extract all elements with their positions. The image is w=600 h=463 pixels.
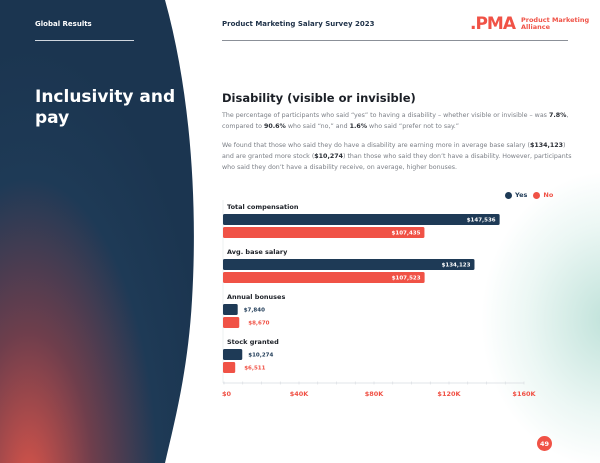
logo-line-1: Product Marketing xyxy=(521,16,590,24)
document-title: Product Marketing Salary Survey 2023 xyxy=(222,20,375,28)
findings-highlight: $10,274 xyxy=(314,153,343,160)
bar-yes xyxy=(223,214,500,225)
divider xyxy=(222,40,568,41)
legend-dot-yes xyxy=(505,191,512,199)
divider xyxy=(35,40,134,41)
bar-yes xyxy=(223,349,243,360)
findings-text: ) and are granted more stock ( xyxy=(222,142,566,160)
page-title: Inclusivity and pay xyxy=(35,87,176,128)
bar-value-label: $107,523 xyxy=(392,276,421,282)
intro-highlight: 1.6% xyxy=(349,123,368,130)
bar-yes xyxy=(223,304,238,315)
x-tick-label: $160K xyxy=(512,390,536,398)
section-title: Disability (visible or invisible) xyxy=(222,91,416,105)
category-label: Stock granted xyxy=(227,338,279,346)
logo-mark: .PMA xyxy=(470,14,516,34)
intro-text: who said “prefer not to say.” xyxy=(367,123,460,130)
findings-text: ) than those who said they don’t have a … xyxy=(222,153,572,171)
x-tick-label: $120K xyxy=(437,390,461,398)
page-number: 49 xyxy=(537,436,552,451)
category-label: Total compensation xyxy=(227,203,299,211)
intro-highlight: 90.6% xyxy=(263,123,286,130)
legend-item-yes: Yes xyxy=(505,191,527,199)
bar-value-label: $134,123 xyxy=(442,263,471,269)
logo-line-2: Alliance xyxy=(521,23,550,31)
findings-text: We found that those who said they do hav… xyxy=(222,142,530,149)
intro-paragraph: The percentage of participants who said … xyxy=(222,110,577,132)
chart-legend: Yes No xyxy=(505,191,559,199)
intro-text: The percentage of participants who said … xyxy=(222,112,549,119)
bar-value-label: $147,536 xyxy=(467,218,496,224)
bar-no xyxy=(223,227,425,238)
bar-value-label: $10,274 xyxy=(248,353,273,359)
bar-no xyxy=(223,317,240,328)
intro-text: who said “no,” and xyxy=(285,123,350,130)
x-tick-label: $80K xyxy=(365,390,385,398)
findings-highlight: $134,123 xyxy=(529,142,564,149)
x-tick-label: $40K xyxy=(290,390,310,398)
intro-highlight: 7.8% xyxy=(548,112,567,119)
bar-value-label: $107,435 xyxy=(392,231,421,237)
category-label: Annual bonuses xyxy=(227,293,285,301)
pma-logo: .PMA Product Marketing Alliance xyxy=(470,14,589,34)
bar-no xyxy=(223,362,236,373)
bar-yes xyxy=(223,259,475,270)
legend-label-yes: Yes xyxy=(515,191,528,199)
legend-label-no: No xyxy=(543,191,554,199)
legend-item-no: No xyxy=(533,191,553,199)
legend-dot-no xyxy=(533,191,541,199)
x-tick-label: $0 xyxy=(222,390,232,398)
findings-paragraph: We found that those who said they do hav… xyxy=(222,140,577,173)
bar-no xyxy=(223,272,425,283)
logo-text: Product Marketing Alliance xyxy=(521,17,589,31)
intro-text: , compared to xyxy=(222,112,569,130)
category-label: Avg. base salary xyxy=(227,248,288,256)
bar-value-label: $7,840 xyxy=(244,308,265,314)
bar-value-label: $8,670 xyxy=(248,321,269,327)
section-label: Global Results xyxy=(35,20,92,28)
bar-value-label: $6,511 xyxy=(244,366,265,372)
